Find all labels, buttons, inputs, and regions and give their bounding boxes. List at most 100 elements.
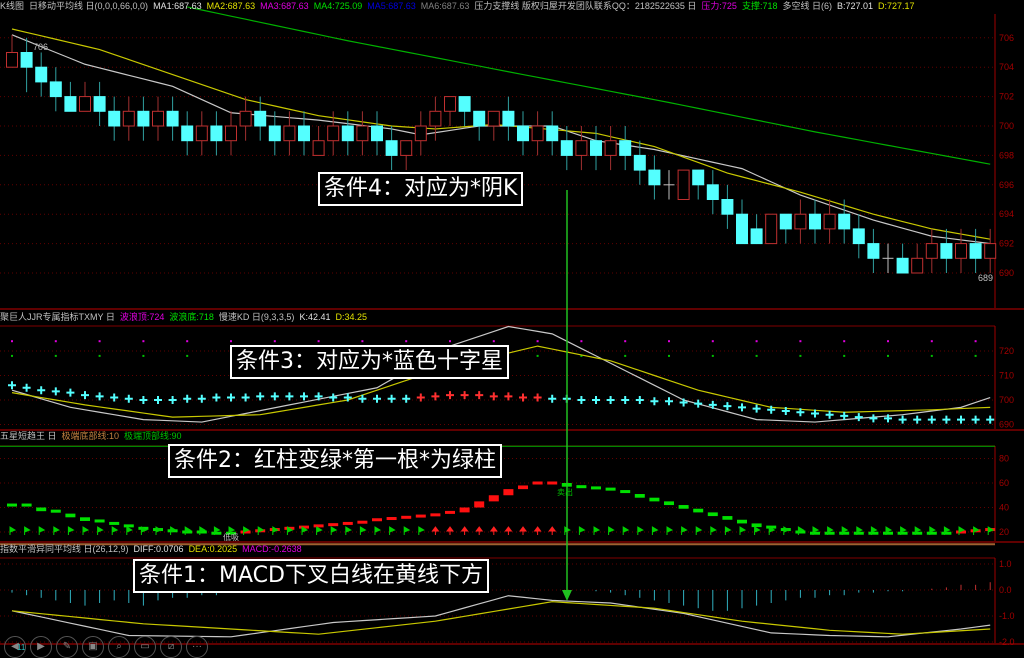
- flag-icon: [228, 526, 236, 535]
- flag-icon: [681, 526, 688, 535]
- bottom-level-dot: [624, 354, 627, 357]
- trend-bar: [912, 531, 923, 535]
- y-tick-label: 690: [999, 268, 1014, 278]
- trend-bar: [518, 485, 528, 490]
- header-item: 慢速KD 日(9,3,3,5): [218, 312, 295, 322]
- flag-icon: [797, 526, 805, 535]
- flag-icon: [724, 526, 732, 535]
- cross-marker: [66, 388, 75, 397]
- trend-bar: [576, 485, 587, 489]
- trend-bar: [547, 481, 558, 485]
- y-tick-label: 690: [999, 420, 1014, 430]
- cross-marker: [665, 397, 673, 406]
- cross-marker: [81, 391, 89, 400]
- trend-bar: [737, 519, 747, 524]
- trend-bar: [372, 518, 382, 522]
- candle-body: [108, 110, 121, 127]
- flag-icon: [257, 526, 265, 535]
- candle-body: [210, 125, 223, 142]
- candle-body: [692, 169, 705, 186]
- trend-bar: [415, 514, 426, 518]
- flag-icon: [754, 526, 761, 535]
- flag-icon: [345, 526, 352, 535]
- flag-icon: [666, 526, 674, 535]
- layout-icon[interactable]: ▣: [82, 636, 104, 658]
- header-item: 波浪顶:724: [119, 312, 165, 322]
- keyboard-icon[interactable]: ▭: [134, 636, 156, 658]
- candle-body: [911, 257, 924, 274]
- trend-bar: [532, 481, 543, 485]
- cross-marker: [957, 415, 965, 424]
- trend-bar: [926, 531, 937, 535]
- bottom-level-dot: [54, 354, 57, 357]
- flag-icon: [330, 526, 338, 535]
- cross-marker: [927, 415, 936, 424]
- bottom-level-dot: [142, 354, 145, 357]
- trend-bar: [722, 516, 733, 520]
- cross-marker: [460, 391, 469, 400]
- candle-body: [955, 243, 967, 259]
- cross-marker: [898, 415, 907, 424]
- cross-marker: [796, 408, 805, 417]
- candle-body: [721, 199, 734, 215]
- cross-marker: [183, 394, 192, 403]
- cross-marker: [8, 381, 16, 390]
- trend-bar: [342, 521, 353, 525]
- flag-icon: [199, 526, 206, 535]
- flag-icon: [418, 526, 425, 535]
- cross-marker: [431, 392, 440, 401]
- candle-body: [93, 96, 106, 112]
- search-icon[interactable]: ⌕: [108, 636, 130, 658]
- flag-icon: [593, 526, 601, 535]
- candle-body: [356, 125, 369, 142]
- header-item: 极端顶部线:90: [124, 431, 182, 441]
- trend-bar: [474, 501, 485, 508]
- flag-icon: [301, 526, 309, 535]
- candle-body: [648, 169, 661, 186]
- top-level-dot: [536, 340, 539, 343]
- flag-icon: [24, 526, 31, 535]
- flag-icon: [272, 526, 279, 535]
- candle-body: [195, 125, 208, 142]
- trend-bar: [853, 531, 864, 535]
- more-icon[interactable]: ···: [186, 636, 208, 658]
- candle-body: [852, 228, 865, 245]
- candle-body: [604, 140, 617, 156]
- trend-bar: [401, 515, 412, 519]
- pencil-icon[interactable]: ✎: [56, 636, 78, 658]
- cross-marker: [635, 396, 644, 404]
- header-item: 多空线 日(6): [782, 1, 832, 11]
- candle-body: [312, 140, 325, 156]
- bottom-level-dot: [799, 354, 802, 357]
- flag-icon: [622, 526, 630, 535]
- y-tick-label: 694: [999, 209, 1014, 219]
- cross-marker: [212, 393, 221, 402]
- top-level-dot: [974, 340, 977, 343]
- candle-body: [298, 125, 310, 142]
- flag-icon: [914, 526, 922, 535]
- header-item: MA3:687.63: [260, 1, 309, 11]
- hide-icon[interactable]: ⧄: [160, 636, 182, 658]
- bottom-level-dot: [536, 354, 539, 357]
- flag-icon: [359, 526, 367, 535]
- series-line-ma2: [11, 28, 991, 240]
- trend-bar: [795, 530, 806, 534]
- header-item: B:727.01: [836, 1, 874, 11]
- cross-marker: [913, 415, 922, 424]
- candle-body: [444, 96, 456, 112]
- up-arrow-icon: [489, 526, 498, 535]
- trend-bar: [956, 530, 966, 534]
- trend-bar: [182, 530, 193, 534]
- y-tick-label: 696: [999, 180, 1014, 190]
- candle-body: [969, 243, 982, 259]
- y-tick-label: 702: [999, 92, 1014, 102]
- next-icon[interactable]: ▶: [30, 636, 52, 658]
- series-line-k: [11, 325, 991, 423]
- header-item: MA1:687.63: [153, 1, 202, 11]
- trend-bar: [430, 513, 441, 517]
- header-item: MA6:687.63: [420, 1, 470, 11]
- top-level-dot: [492, 340, 495, 343]
- bottom-level-dot: [887, 354, 889, 357]
- candle-body: [458, 96, 471, 112]
- top-level-dot: [843, 340, 846, 343]
